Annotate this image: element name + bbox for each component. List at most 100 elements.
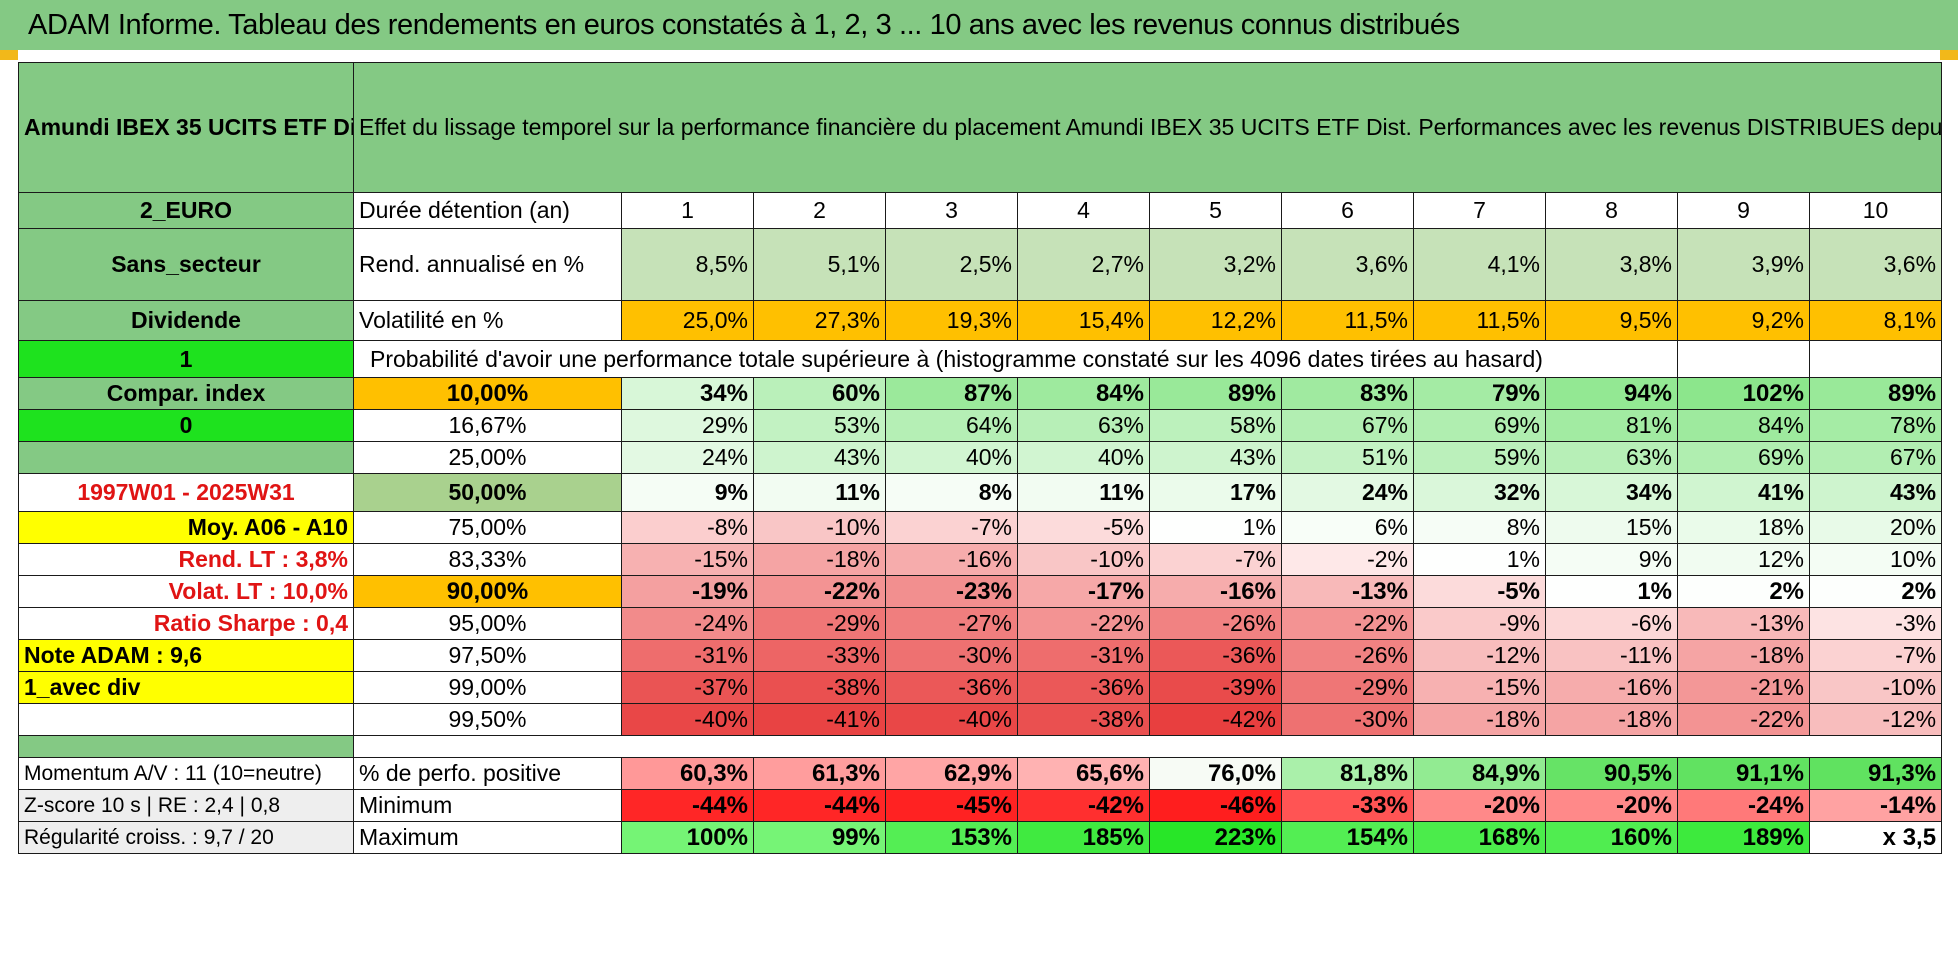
probability-value: -22% (1281, 607, 1414, 640)
indicator-one: 1 (18, 340, 354, 378)
probability-value: -16% (1545, 671, 1678, 704)
probability-value: -10% (1808, 671, 1943, 704)
probability-value: -12% (1808, 703, 1943, 736)
probability-value: 78% (1808, 409, 1943, 442)
performance-table: Amundi IBEX 35 UCITS ETF Dist Effet du l… (18, 62, 1943, 854)
probability-value: 8% (1413, 511, 1546, 544)
probability-value: -16% (885, 543, 1018, 576)
positive-performance-label: % de perfo. positive (353, 757, 622, 790)
probability-value: -36% (1149, 639, 1282, 672)
long-term-volatility: Volat. LT : 10,0% (18, 575, 354, 608)
probability-value: -13% (1281, 575, 1414, 608)
left-edge-marker (0, 50, 18, 60)
probability-value: -33% (753, 639, 886, 672)
probability-threshold: 50,00% (353, 473, 622, 512)
maximum-value: 185% (1017, 821, 1150, 854)
probability-value: -29% (753, 607, 886, 640)
empty-label (18, 703, 354, 736)
minimum-value: -46% (1149, 789, 1282, 822)
probability-value: -7% (885, 511, 1018, 544)
year-header: 2 (753, 192, 886, 229)
regularity-label: Régularité croiss. : 9,7 / 20 (18, 821, 354, 854)
probability-value: 6% (1281, 511, 1414, 544)
probability-value: -22% (1017, 607, 1150, 640)
probability-value: -24% (621, 607, 754, 640)
probability-value: 10% (1808, 543, 1943, 576)
probability-value: 67% (1281, 409, 1414, 442)
maximum-value: 168% (1413, 821, 1546, 854)
maximum-value: 153% (885, 821, 1018, 854)
probability-value: 15% (1545, 511, 1678, 544)
probability-value: 43% (1808, 473, 1943, 512)
volatility-value: 9,5% (1545, 300, 1678, 341)
empty-cell (1808, 340, 1943, 378)
sharpe-ratio: Ratio Sharpe : 0,4 (18, 607, 354, 640)
probability-value: 64% (885, 409, 1018, 442)
probability-value: -18% (753, 543, 886, 576)
minimum-value: -44% (621, 789, 754, 822)
probability-title: Probabilité d'avoir une performance tota… (353, 340, 1678, 378)
maximum-value: 100% (621, 821, 754, 854)
probability-value: -5% (1413, 575, 1546, 608)
probability-value: 79% (1413, 377, 1546, 410)
probability-value: 89% (1808, 377, 1943, 410)
probability-value: 58% (1149, 409, 1282, 442)
probability-threshold: 75,00% (353, 511, 622, 544)
probability-value: 20% (1808, 511, 1943, 544)
probability-value: 89% (1149, 377, 1282, 410)
probability-value: -15% (1413, 671, 1546, 704)
probability-value: 40% (1017, 441, 1150, 474)
probability-value: 9% (1545, 543, 1678, 576)
probability-value: 69% (1677, 441, 1810, 474)
probability-value: -8% (621, 511, 754, 544)
volatility-value: 15,4% (1017, 300, 1150, 341)
maximum-label: Maximum (353, 821, 622, 854)
probability-value: -41% (753, 703, 886, 736)
maximum-value: 189% (1677, 821, 1810, 854)
minimum-value: -33% (1281, 789, 1414, 822)
probability-value: -38% (1017, 703, 1150, 736)
positive-performance-value: 65,6% (1017, 757, 1150, 790)
minimum-value: -20% (1413, 789, 1546, 822)
probability-value: -22% (1677, 703, 1810, 736)
fund-name-cell: Amundi IBEX 35 UCITS ETF Dist (18, 62, 354, 193)
empty-green-label (18, 441, 354, 474)
probability-value: -18% (1677, 639, 1810, 672)
probability-value: 1% (1545, 575, 1678, 608)
probability-value: -9% (1413, 607, 1546, 640)
probability-value: 11% (1017, 473, 1150, 512)
probability-threshold: 16,67% (353, 409, 622, 442)
probability-value: -18% (1413, 703, 1546, 736)
minimum-value: -42% (1017, 789, 1150, 822)
minimum-value: -20% (1545, 789, 1678, 822)
positive-performance-value: 60,3% (621, 757, 754, 790)
probability-value: 40% (885, 441, 1018, 474)
annualized-return-value: 4,1% (1413, 228, 1546, 301)
probability-value: -38% (753, 671, 886, 704)
maximum-value: 154% (1281, 821, 1414, 854)
probability-value: 17% (1149, 473, 1282, 512)
probability-value: -15% (621, 543, 754, 576)
probability-value: 102% (1677, 377, 1810, 410)
probability-value: 63% (1017, 409, 1150, 442)
probability-value: -13% (1677, 607, 1810, 640)
annualized-return-value: 3,2% (1149, 228, 1282, 301)
probability-value: -10% (1017, 543, 1150, 576)
positive-performance-value: 84,9% (1413, 757, 1546, 790)
probability-value: 81% (1545, 409, 1678, 442)
probability-value: -31% (621, 639, 754, 672)
positive-performance-value: 76,0% (1149, 757, 1282, 790)
probability-value: 9% (621, 473, 754, 512)
effect-description: Effet du lissage temporel sur la perform… (352, 62, 1943, 193)
probability-value: 59% (1413, 441, 1546, 474)
probability-value: -7% (1808, 639, 1943, 672)
probability-value: 11% (753, 473, 886, 512)
probability-threshold: 25,00% (353, 441, 622, 474)
probability-value: 43% (753, 441, 886, 474)
probability-threshold: 99,00% (353, 671, 622, 704)
probability-value: -17% (1017, 575, 1150, 608)
probability-value: 63% (1545, 441, 1678, 474)
probability-value: 34% (1545, 473, 1678, 512)
volatility-value: 19,3% (885, 300, 1018, 341)
probability-value: -2% (1281, 543, 1414, 576)
